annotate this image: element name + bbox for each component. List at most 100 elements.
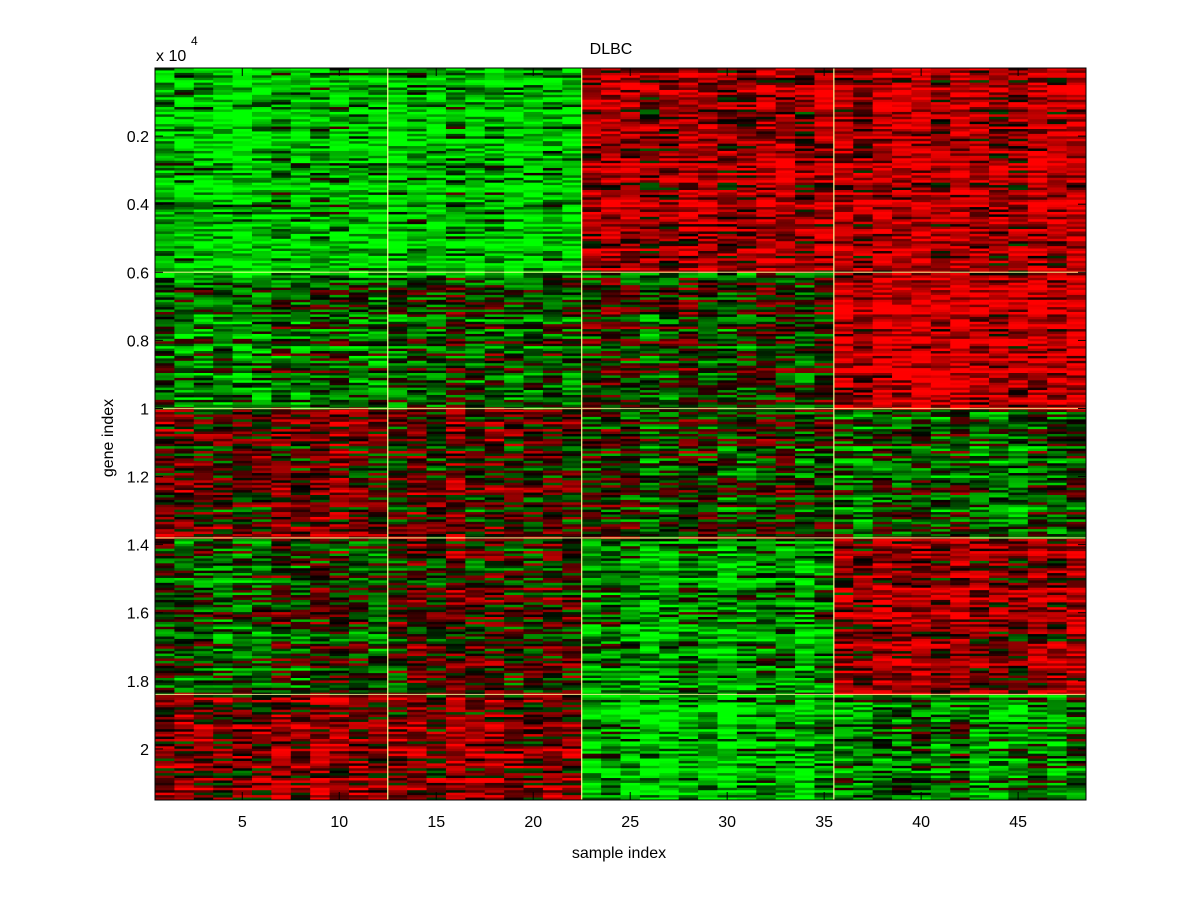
heatmap-cell [969, 194, 990, 198]
heatmap-cell [989, 114, 1009, 118]
heatmap-cell [310, 97, 330, 101]
heatmap-cell [232, 253, 253, 257]
heatmap-cell [639, 109, 660, 113]
heatmap-cell [756, 87, 777, 91]
heatmap-cell [795, 214, 815, 218]
heatmap-cell [310, 102, 330, 105]
heatmap-cell [775, 312, 796, 315]
heatmap-cell [969, 260, 990, 264]
heatmap-cell [833, 292, 854, 296]
heatmap-cell [523, 204, 544, 208]
heatmap-cell [1027, 194, 1048, 198]
heatmap-cell [368, 236, 389, 240]
heatmap-cell [950, 263, 971, 267]
heatmap-cell [1027, 185, 1048, 188]
heatmap-cell [348, 272, 369, 276]
heatmap-cell [251, 89, 272, 93]
heatmap-cell [872, 153, 893, 157]
heatmap-cell [969, 124, 990, 127]
heatmap-cell [504, 97, 524, 101]
heatmap-cell [290, 319, 311, 323]
heatmap-cell [853, 153, 874, 157]
heatmap-cell [911, 268, 932, 271]
heatmap-cell [426, 177, 447, 181]
heatmap-cell [213, 133, 233, 137]
heatmap-cell [407, 124, 427, 127]
heatmap-cell [581, 146, 602, 149]
heatmap-cell [639, 265, 660, 269]
heatmap-cell [348, 146, 369, 149]
heatmap-cell [872, 150, 893, 154]
heatmap-cell [155, 226, 175, 230]
heatmap-cell [989, 141, 1009, 145]
heatmap-cell [581, 216, 602, 220]
heatmap-cell [504, 131, 524, 135]
heatmap-cell [795, 314, 815, 318]
heatmap-cell [620, 138, 641, 142]
heatmap-cell [504, 204, 524, 208]
heatmap-cell [426, 163, 447, 166]
heatmap-cell [872, 180, 893, 184]
heatmap-cell [1066, 85, 1087, 88]
heatmap-cell [601, 94, 621, 98]
heatmap-cell [271, 238, 292, 242]
heatmap-cell [892, 119, 912, 123]
heatmap-cell [310, 246, 330, 249]
heatmap-cell [639, 68, 660, 71]
heatmap-cell [775, 229, 796, 232]
heatmap-cell [1047, 282, 1068, 286]
heatmap-cell [717, 80, 738, 84]
heatmap-cell [1047, 80, 1068, 84]
heatmap-cell [1066, 141, 1087, 145]
heatmap-cell [504, 138, 524, 142]
heatmap-cell [368, 248, 389, 252]
heatmap-cell [1008, 229, 1029, 232]
heatmap-cell [814, 236, 835, 240]
heatmap-cell [601, 209, 621, 213]
heatmap-cell [465, 197, 486, 201]
heatmap-cell [795, 129, 815, 132]
heatmap-cell [969, 202, 990, 206]
heatmap-cell [969, 153, 990, 157]
heatmap-cell [193, 248, 214, 252]
heatmap-cell [756, 255, 777, 259]
heatmap-cell [892, 133, 912, 137]
heatmap-cell [639, 236, 660, 240]
heatmap-cell [1047, 297, 1068, 301]
heatmap-cell [387, 136, 408, 140]
heatmap-cell [1027, 219, 1048, 223]
heatmap-cell [814, 292, 835, 296]
heatmap-cell [310, 251, 330, 254]
heatmap-cell [601, 143, 621, 147]
heatmap-cell [484, 194, 505, 198]
heatmap-cell [504, 146, 524, 149]
heatmap-cell [833, 277, 854, 281]
heatmap-cell [1047, 202, 1068, 206]
heatmap-cell [717, 190, 738, 193]
heatmap-cell [892, 246, 912, 249]
heatmap-cell [620, 275, 641, 279]
heatmap-cell [426, 104, 447, 108]
heatmap-cell [853, 229, 874, 232]
heatmap-cell [1027, 221, 1048, 225]
heatmap-cell [833, 219, 854, 223]
heatmap-cell [930, 72, 951, 76]
heatmap-cell [1008, 104, 1029, 108]
heatmap-cell [756, 82, 777, 86]
heatmap-cell [523, 221, 544, 225]
heatmap-cell [1008, 182, 1029, 186]
heatmap-cell [251, 272, 272, 276]
heatmap-cell [155, 297, 175, 301]
heatmap-cell [213, 131, 233, 135]
heatmap-cell [833, 202, 854, 206]
heatmap-cell [445, 314, 466, 318]
heatmap-cell [562, 68, 583, 71]
heatmap-cell [581, 124, 602, 127]
heatmap-cell [1066, 280, 1087, 284]
heatmap-cell [659, 89, 680, 93]
heatmap-cell [310, 253, 330, 257]
heatmap-cell [872, 314, 893, 318]
heatmap-cell [329, 292, 350, 296]
heatmap-cell [775, 202, 796, 206]
heatmap-cell [833, 221, 854, 225]
